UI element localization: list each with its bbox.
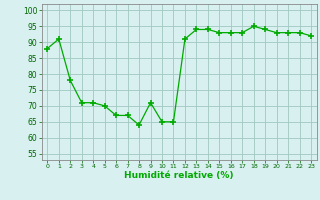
- X-axis label: Humidité relative (%): Humidité relative (%): [124, 171, 234, 180]
